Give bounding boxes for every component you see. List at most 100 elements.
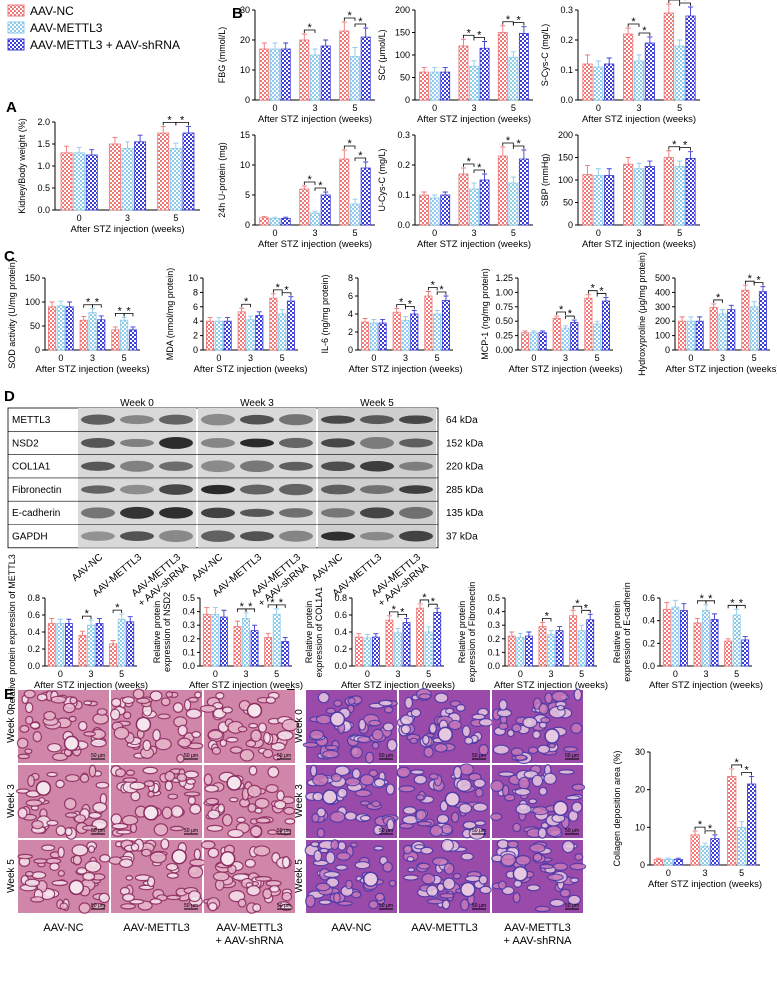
bar <box>360 167 371 226</box>
x-tick-label: 3 <box>248 353 253 363</box>
scale-label: 50 μm <box>184 903 198 909</box>
x-axis-label: After STZ injection (weeks) <box>258 239 372 250</box>
bar <box>182 132 195 211</box>
significance-star: * <box>756 275 761 287</box>
significance-star: * <box>559 304 564 316</box>
y-axis-label: S-Cys-C (mg/L) <box>540 24 550 87</box>
significance-star: * <box>167 114 172 126</box>
tubule <box>337 787 348 799</box>
error-bar <box>394 308 400 313</box>
bar <box>111 329 120 351</box>
bar <box>678 320 687 351</box>
significance-star: * <box>392 604 397 616</box>
error-bar <box>79 630 85 636</box>
significance-star: * <box>180 114 185 126</box>
x-tick-label: 3 <box>703 669 708 679</box>
bar <box>674 45 685 101</box>
tubule <box>490 779 504 793</box>
tubule <box>417 862 431 870</box>
bar <box>126 621 135 667</box>
significance-bracket <box>343 17 356 21</box>
tubule <box>248 722 259 729</box>
x-tick-label: 0 <box>666 868 671 878</box>
tubule <box>500 853 517 867</box>
tubule <box>428 722 437 734</box>
tubule <box>24 878 41 888</box>
significance-star: * <box>584 602 589 614</box>
bar <box>286 300 295 351</box>
column-label: AAV-METTL3 <box>411 922 478 934</box>
y-tick-label: 1.25 <box>495 273 513 283</box>
significance-bracket <box>565 315 575 320</box>
tubule <box>368 719 382 727</box>
bar <box>518 33 529 101</box>
bar <box>732 614 741 667</box>
histology-image: 50 μm <box>396 688 494 763</box>
bar <box>601 300 610 351</box>
x-tick-label: 0 <box>688 353 693 363</box>
tubule <box>551 690 568 703</box>
tubule <box>378 699 393 707</box>
blot-band <box>360 460 394 472</box>
bar <box>47 623 56 667</box>
x-axis-label: After STZ injection (weeks) <box>193 364 307 375</box>
tubule <box>46 819 59 827</box>
tubule <box>24 870 34 877</box>
y-tick-label: 0.2 <box>27 644 40 654</box>
y-tick-label: 0.50 <box>495 316 513 326</box>
legend-label: AAV-METTL3 <box>30 21 103 35</box>
error-bar <box>352 47 358 57</box>
tubule <box>24 702 34 714</box>
scale-label: 50 μm <box>184 828 198 834</box>
blot-band <box>120 415 154 425</box>
significance-star: * <box>708 823 713 835</box>
tubule <box>276 790 285 802</box>
x-axis-label: After STZ injection (weeks) <box>348 364 462 375</box>
blot-band <box>399 530 433 542</box>
error-bar <box>173 142 179 149</box>
x-axis-label: After STZ injection (weeks) <box>582 239 696 250</box>
tubule <box>281 855 291 869</box>
bar <box>371 636 380 667</box>
tubule <box>325 707 336 715</box>
y-tick-label: 15 <box>240 130 250 140</box>
histology-image: 50 μm <box>17 840 111 914</box>
bar <box>402 622 411 667</box>
error-bar <box>500 146 506 156</box>
blot-band <box>279 437 313 449</box>
tubule <box>561 840 575 854</box>
bar <box>741 639 750 667</box>
x-tick-label: 5 <box>511 103 516 113</box>
bar <box>693 622 702 667</box>
tubule <box>149 690 163 702</box>
tubule <box>257 722 267 733</box>
tubule <box>262 888 273 900</box>
y-tick-label: 50 <box>30 321 40 331</box>
tubule <box>538 786 548 796</box>
y-tick-label: 50 <box>563 198 573 208</box>
y-axis-label: Relative protein <box>304 601 314 664</box>
bar <box>424 295 433 351</box>
error-bar <box>323 191 329 195</box>
y-axis-label: SBP (mmHg) <box>540 154 550 207</box>
tubule <box>237 726 248 733</box>
x-tick-label: 0 <box>371 353 376 363</box>
error-bar <box>526 631 532 637</box>
x-tick-label: 0 <box>596 103 601 113</box>
y-tick-label: 20 <box>635 785 645 795</box>
significance-star: * <box>506 135 511 147</box>
blot-kda-label: 152 kDa <box>446 438 484 449</box>
error-bar <box>272 216 278 219</box>
bar <box>299 188 310 226</box>
blot-kda-label: 135 kDa <box>446 508 484 519</box>
tubule <box>123 711 132 720</box>
tubule <box>537 744 551 754</box>
tubule <box>30 896 45 903</box>
tubule <box>254 875 272 882</box>
y-tick-label: 1.00 <box>495 287 513 297</box>
x-axis-label: After STZ injection (weeks) <box>189 680 303 691</box>
y-tick-label: 0.2 <box>397 160 410 170</box>
bar <box>593 175 604 226</box>
error-bar <box>625 27 631 34</box>
tubule <box>161 806 173 820</box>
